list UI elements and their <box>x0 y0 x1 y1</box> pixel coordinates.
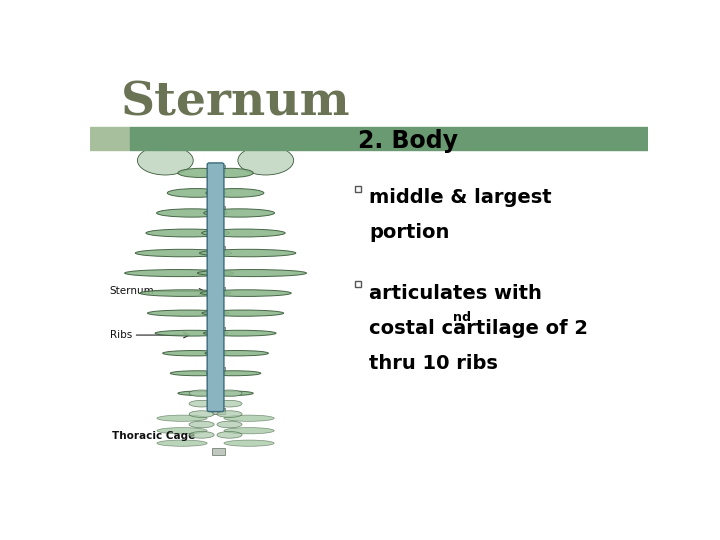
Ellipse shape <box>189 411 214 417</box>
Ellipse shape <box>156 209 228 217</box>
Ellipse shape <box>170 371 225 376</box>
Ellipse shape <box>217 400 242 407</box>
Text: portion: portion <box>369 223 449 242</box>
Bar <box>212 448 225 455</box>
Ellipse shape <box>189 390 214 396</box>
Ellipse shape <box>202 310 284 316</box>
Text: articulates with: articulates with <box>369 284 542 302</box>
Ellipse shape <box>208 168 253 178</box>
Ellipse shape <box>197 269 307 276</box>
Text: Thoracic Cage: Thoracic Cage <box>112 431 196 441</box>
Bar <box>212 327 225 334</box>
Ellipse shape <box>178 391 223 396</box>
Ellipse shape <box>163 350 226 356</box>
Text: thru 10 ribs: thru 10 ribs <box>369 354 498 373</box>
Ellipse shape <box>204 209 274 217</box>
Ellipse shape <box>224 440 274 446</box>
Ellipse shape <box>217 390 242 396</box>
Bar <box>130 127 648 150</box>
Text: middle & largest: middle & largest <box>369 188 552 207</box>
Ellipse shape <box>208 391 253 396</box>
Bar <box>90 127 130 150</box>
Bar <box>212 246 225 253</box>
Text: nd: nd <box>454 312 472 325</box>
FancyBboxPatch shape <box>207 163 224 411</box>
Bar <box>212 408 225 414</box>
Ellipse shape <box>217 421 242 428</box>
Text: Ribs: Ribs <box>109 330 132 340</box>
Bar <box>212 206 225 212</box>
Ellipse shape <box>204 330 276 336</box>
Ellipse shape <box>189 421 214 428</box>
Ellipse shape <box>206 188 264 197</box>
Ellipse shape <box>199 249 296 257</box>
Text: 2. Body: 2. Body <box>358 129 458 153</box>
Bar <box>212 165 225 172</box>
Ellipse shape <box>238 146 294 175</box>
Ellipse shape <box>125 269 234 276</box>
Text: Sternum: Sternum <box>109 286 154 296</box>
Text: Sternum: Sternum <box>121 79 351 125</box>
Ellipse shape <box>157 415 207 421</box>
Ellipse shape <box>224 428 274 434</box>
Ellipse shape <box>178 168 223 178</box>
Ellipse shape <box>157 440 207 446</box>
Bar <box>212 287 225 293</box>
Ellipse shape <box>157 428 207 434</box>
Ellipse shape <box>148 310 229 316</box>
Ellipse shape <box>205 350 269 356</box>
Ellipse shape <box>189 400 214 407</box>
Bar <box>212 367 225 374</box>
Ellipse shape <box>146 229 230 237</box>
Bar <box>96 131 330 472</box>
Text: costal cartilage of 2: costal cartilage of 2 <box>369 319 588 338</box>
Bar <box>355 186 361 192</box>
Ellipse shape <box>189 431 214 438</box>
Ellipse shape <box>138 146 193 175</box>
Ellipse shape <box>135 249 232 257</box>
Ellipse shape <box>224 415 274 421</box>
Ellipse shape <box>217 411 242 417</box>
Ellipse shape <box>217 431 242 438</box>
Ellipse shape <box>155 330 228 336</box>
Ellipse shape <box>140 290 230 296</box>
Ellipse shape <box>200 290 292 296</box>
Bar <box>355 281 361 287</box>
Ellipse shape <box>207 371 261 376</box>
Ellipse shape <box>202 229 285 237</box>
Ellipse shape <box>167 188 225 197</box>
